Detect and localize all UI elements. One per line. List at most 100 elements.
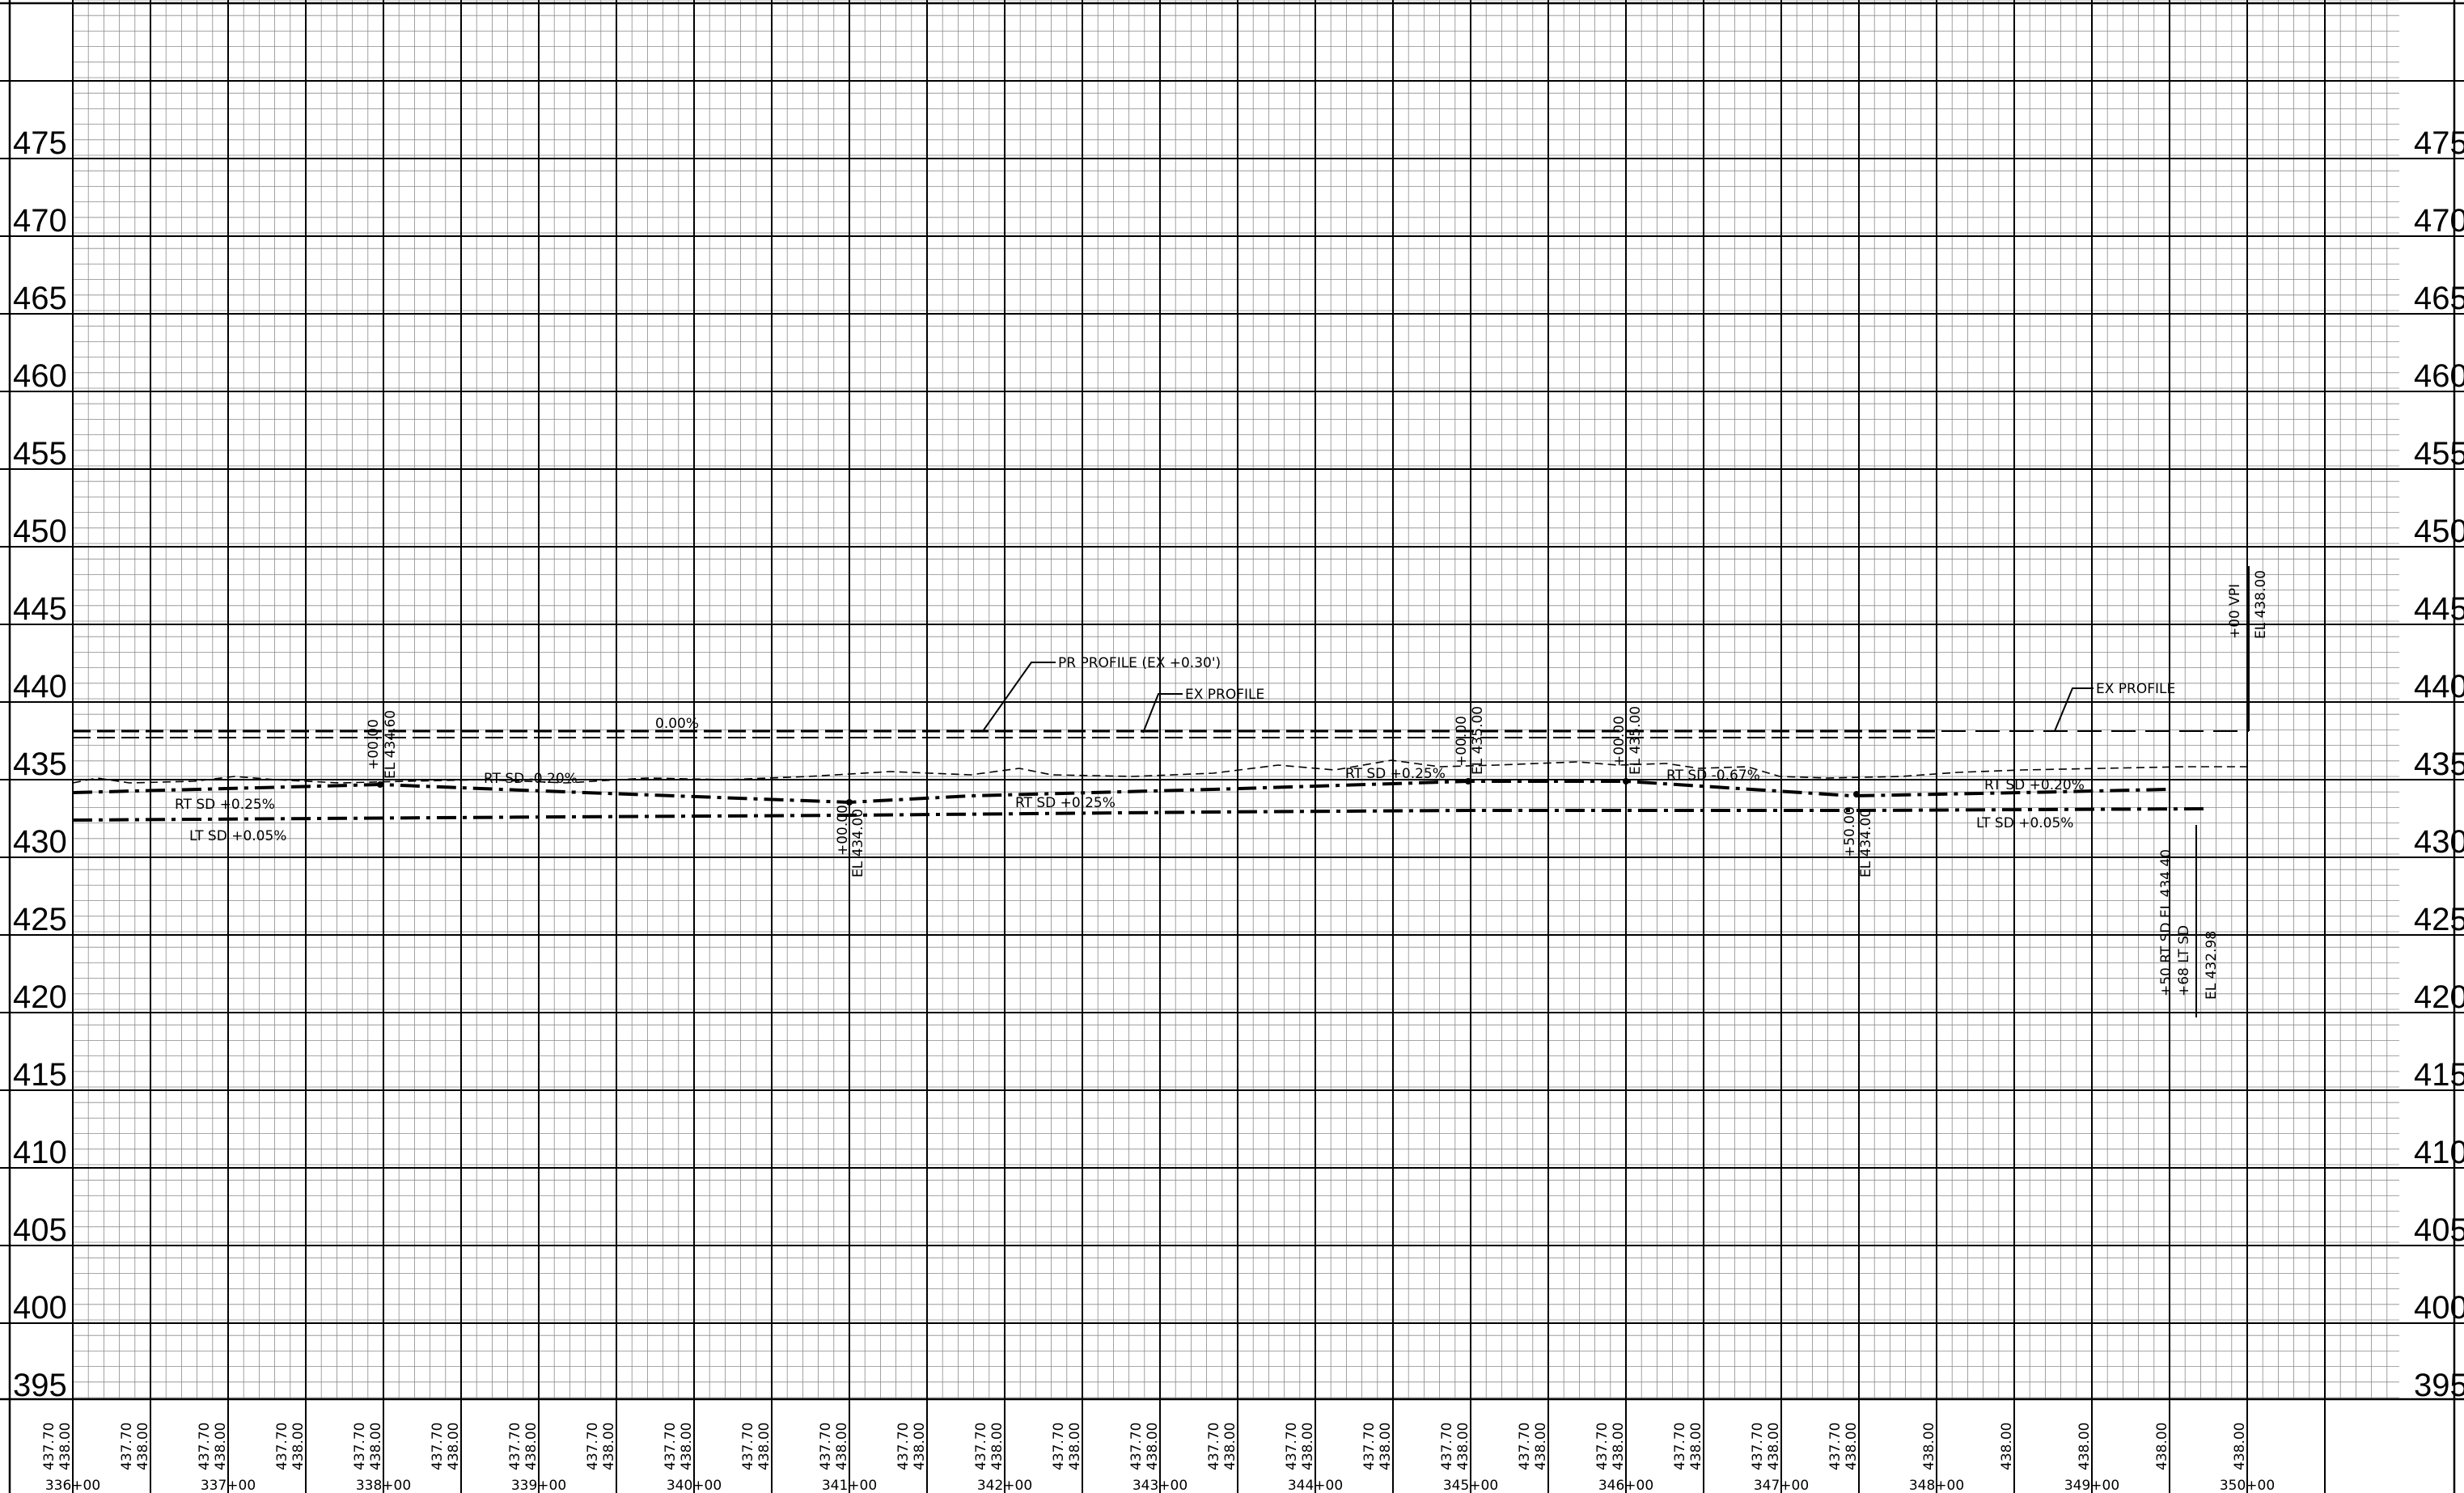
bottom-elevation-value: 438.00: [679, 1423, 695, 1470]
bottom-elevation-value: 438.00: [834, 1423, 850, 1470]
station-point-341: [846, 799, 853, 806]
bottom-elevation-value: 437.70: [1517, 1423, 1533, 1470]
station-label: 341+00: [822, 1478, 877, 1493]
elevation-label-right: 450: [2414, 514, 2464, 549]
bottom-elevation-value: 437.70: [119, 1423, 135, 1470]
station-point-345: [1465, 778, 1471, 785]
bottom-elevation-value: 437.70: [740, 1423, 756, 1470]
point-4-station: +00.00: [1611, 716, 1628, 767]
elevation-scale-left: 475 470 465 460 455 450 445 440 435 430 425 420 415 4…: [13, 125, 67, 1403]
end-lt-sd-elevation: EL 432.98: [2204, 931, 2220, 1000]
bottom-elevation-value: 438.00: [1921, 1423, 1937, 1470]
rt-sd-label-1: RT SD +0.25%: [175, 797, 275, 813]
lt-sd-label-2: LT SD +0.05%: [1976, 815, 2073, 831]
elevation-label-left: 475: [13, 125, 67, 161]
bottom-elevation-value: 438.00: [1067, 1423, 1083, 1470]
bottom-elevation-value: 438.00: [57, 1423, 74, 1470]
elevation-label-right: 425: [2414, 902, 2464, 937]
bottom-elevation-value: 438.00: [523, 1423, 540, 1470]
station-label: 349+00: [2064, 1478, 2119, 1493]
end-rt-sd-label: +50 RT SD EL 434.40: [2158, 849, 2174, 996]
elevation-label-right: 405: [2414, 1212, 2464, 1248]
lt-sd-line: [73, 809, 2208, 820]
bottom-elevation-value: 438.00: [912, 1423, 928, 1470]
elevation-label-right: 400: [2414, 1290, 2464, 1326]
vpi-station-label: +00 VPI: [2227, 584, 2243, 639]
bottom-elevation-value: 437.70: [1672, 1423, 1688, 1470]
bottom-elevation-value: 437.70: [585, 1423, 601, 1470]
station-label: 347+00: [1754, 1478, 1809, 1493]
station-label: 345+00: [1443, 1478, 1498, 1493]
station-label: 337+00: [201, 1478, 256, 1493]
bottom-elevation-value: 438.00: [368, 1423, 384, 1470]
bottom-elevation-value: 438.00: [1533, 1423, 1549, 1470]
elevation-label-left: 410: [13, 1135, 67, 1170]
bottom-elevation-value: 438.00: [2077, 1423, 2093, 1470]
elevation-label-right: 395: [2414, 1368, 2464, 1403]
elevation-label-left: 395: [13, 1368, 67, 1403]
bottom-elevation-value: 437.70: [973, 1423, 989, 1470]
elevation-label-left: 435: [13, 746, 67, 782]
bottom-elevation-value: 438.00: [1145, 1423, 1161, 1470]
elevation-label-left: 445: [13, 591, 67, 627]
elevation-label-left: 450: [13, 514, 67, 549]
bottom-elevation-value: 437.70: [1284, 1423, 1300, 1470]
bottom-elevation-value: 437.70: [818, 1423, 834, 1470]
lt-sd-label-1: LT SD +0.05%: [189, 828, 286, 844]
elevation-label-left: 440: [13, 669, 67, 704]
bottom-elevation-value: 437.70: [197, 1423, 213, 1470]
grade-label: 0.00%: [655, 716, 699, 732]
station-label: 346+00: [1598, 1478, 1653, 1493]
elevation-label-right: 415: [2414, 1057, 2464, 1093]
point-3-elevation: EL 435.00: [1470, 706, 1486, 775]
bottom-elevation-value: 438.00: [290, 1423, 307, 1470]
bottom-elevation-value: 438.00: [989, 1423, 1005, 1470]
elevation-label-right: 475: [2414, 125, 2464, 161]
station-label: 350+00: [2220, 1478, 2275, 1493]
elevation-label-right: 440: [2414, 669, 2464, 704]
rt-sd-label-4: RT SD +0.25%: [1345, 766, 1446, 782]
bottom-elevation-value: 438.00: [1300, 1423, 1316, 1470]
elevation-label-left: 420: [13, 979, 67, 1015]
station-label: 338+00: [356, 1478, 411, 1493]
elevation-label-right: 460: [2414, 358, 2464, 394]
station-label: 340+00: [667, 1478, 722, 1493]
point-5-elevation: EL 434.00: [1858, 809, 1874, 878]
bottom-elevation-value: 438.00: [1766, 1423, 1782, 1470]
bottom-elevation-value: 438.00: [446, 1423, 462, 1470]
bottom-elevation-value: 438.00: [1844, 1423, 1860, 1470]
bottom-elevation-value: 437.70: [430, 1423, 446, 1470]
bottom-elevation-value: 437.70: [1439, 1423, 1455, 1470]
station-label: 348+00: [1909, 1478, 1964, 1493]
elevation-label-right: 435: [2414, 746, 2464, 782]
station-point-346: [1623, 778, 1629, 785]
elevation-label-left: 465: [13, 281, 67, 316]
rt-sd-label-2: RT SD -0.20%: [484, 771, 578, 787]
elevation-label-right: 410: [2414, 1135, 2464, 1170]
station-point-347: [1853, 791, 1860, 797]
elevation-label-right: 430: [2414, 824, 2464, 860]
rt-sd-label-3: RT SD +0.25%: [1015, 795, 1116, 811]
bottom-elevation-value: 437.70: [1206, 1423, 1222, 1470]
bottom-elevation-value: 438.00: [1455, 1423, 1471, 1470]
elevation-label-left: 405: [13, 1212, 67, 1248]
bottom-elevation-value: 438.00: [756, 1423, 773, 1470]
point-3-station: +00.00: [1454, 716, 1470, 767]
pr-profile-leader: [983, 662, 1056, 731]
point-2-station: +00.00: [835, 805, 851, 856]
station-label: 344+00: [1288, 1478, 1343, 1493]
rt-sd-label-6: RT SD +0.20%: [1984, 777, 2085, 793]
ex-profile-leader-1: [1143, 694, 1183, 733]
elevation-label-left: 460: [13, 358, 67, 394]
point-5-station: +50.00: [1842, 806, 1858, 857]
elevation-label-right: 465: [2414, 281, 2464, 316]
pr-profile-label: PR PROFILE (EX +0.30'): [1058, 655, 1221, 671]
station-scale: 336+00 337+00 338+00 339+00 340+00 341+00 342+…: [45, 1478, 2275, 1493]
elevation-label-left: 425: [13, 902, 67, 937]
elevation-label-left: 415: [13, 1057, 67, 1093]
bottom-elevation-value: 437.70: [663, 1423, 679, 1470]
bottom-elevation-value: 438.00: [1688, 1423, 1704, 1470]
station-label: 342+00: [977, 1478, 1032, 1493]
ex-profile-label-1: EX PROFILE: [1185, 687, 1264, 703]
